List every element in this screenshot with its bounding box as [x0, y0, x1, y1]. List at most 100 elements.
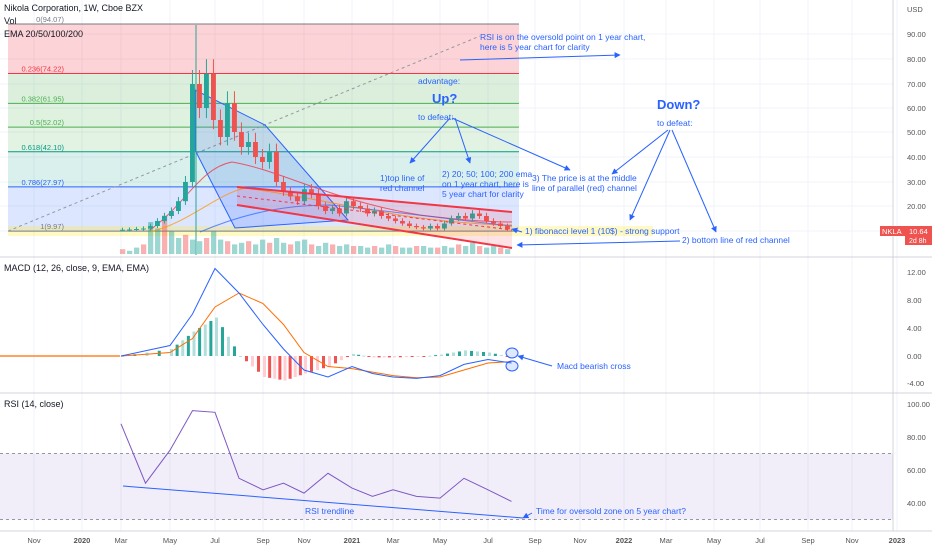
volume-bar	[505, 249, 511, 254]
rsi-tick-label: 60.00	[907, 466, 926, 475]
ema-legend[interactable]: EMA 20/50/100/200	[4, 29, 83, 39]
macd-histogram-bar	[221, 327, 224, 356]
annotation-ema-1[interactable]: 2) 20; 50; 100; 200 ema	[442, 169, 533, 179]
candle-body	[218, 120, 223, 137]
annotation-fib-support[interactable]: 1) fibonacci level 1 (10$) - strong supp…	[525, 226, 680, 236]
rsi-band	[0, 453, 893, 520]
annotation-mid-1[interactable]: 3) The price is at the middle	[532, 173, 637, 183]
macd-histogram-bar	[488, 352, 491, 356]
annotation-rsi-note-1[interactable]: RSI is on the oversold point on 1 year c…	[480, 32, 645, 42]
annotation-top-line-1[interactable]: 1)top line of	[380, 173, 425, 183]
time-tick-label: May	[707, 536, 721, 545]
volume-bar	[449, 247, 455, 254]
time-tick-label: May	[163, 536, 177, 545]
volume-bar	[253, 244, 259, 254]
macd-histogram-bar	[316, 356, 319, 370]
volume-bar	[358, 246, 364, 254]
macd-histogram-bar	[428, 355, 432, 357]
volume-bar	[400, 247, 406, 254]
annotation-rsi-trendline[interactable]: RSI trendline	[305, 506, 354, 516]
candle-body	[484, 216, 489, 221]
annotation-arrow	[522, 512, 533, 519]
annotation-arrow	[511, 227, 523, 234]
macd-signal-line	[120, 292, 512, 379]
macd-histogram-bar	[446, 353, 449, 356]
macd-histogram-bar	[268, 356, 272, 378]
macd-histogram-bar	[304, 356, 307, 374]
macd-histogram-bar	[322, 356, 325, 369]
annotation-ema-2[interactable]: on 1 year chart, here is	[442, 179, 529, 189]
annotation-arrows[interactable]	[409, 52, 717, 519]
volume-bar	[428, 247, 434, 254]
candle-body	[141, 228, 146, 230]
macd-tick-label: 12.00	[907, 268, 926, 277]
time-axis[interactable]: Nov 2020 Mar May Jul Sep Nov 2021 Mar May Jul Sep No…	[27, 536, 905, 545]
macd-cross-marker	[505, 360, 519, 372]
time-tick-label: 2021	[344, 536, 361, 545]
candle-body	[225, 103, 230, 137]
currency-label[interactable]: USD	[907, 5, 923, 14]
rsi-legend[interactable]: RSI (14, close)	[4, 399, 64, 409]
annotation-mid-2[interactable]: line of parallel (red) channel	[532, 183, 637, 193]
candle-body	[176, 201, 181, 211]
ema-50-line	[149, 187, 513, 233]
price-candles[interactable]	[120, 25, 510, 255]
volume-bar	[372, 246, 378, 254]
fib-level-label: 0.382(61.95)	[21, 94, 64, 103]
rsi-tick-label: 40.00	[907, 499, 926, 508]
annotation-ema-3[interactable]: 5 year chart for clarity	[442, 189, 524, 199]
candle-body	[246, 142, 251, 147]
red-channel-band	[237, 187, 512, 248]
annotation-bottom-line[interactable]: 2) bottom line of red channel	[682, 235, 790, 245]
annotation-rsi-note-2[interactable]: here is 5 year chart for clarity	[480, 42, 590, 52]
macd-histogram-bar	[340, 356, 343, 361]
candle-body	[127, 229, 132, 231]
annotation-arrow	[451, 117, 571, 171]
annotation-advantage[interactable]: advantage:	[418, 76, 460, 86]
volume-bar	[295, 241, 301, 254]
macd-histogram-bar	[170, 349, 173, 356]
annotation-oversold[interactable]: Time for oversold zone on 5 year chart?	[536, 506, 686, 516]
macd-histogram-bar	[175, 344, 179, 356]
macd-histogram-bar	[186, 335, 190, 356]
fibonacci-retracement[interactable]: 0(94.07) 0.236(74.22) 0.382(61.95) 0.5(52.0…	[7, 15, 653, 237]
macd-tick-label: 8.00	[907, 296, 922, 305]
annotation-arrow	[516, 240, 681, 248]
candle-body	[449, 218, 454, 224]
annotation-up[interactable]: Up?	[432, 91, 457, 106]
price-tick-label: 20.00	[907, 202, 926, 211]
annotation-top-line-2[interactable]: red channel	[380, 183, 425, 193]
candle-body	[134, 229, 139, 230]
volume-bar	[155, 228, 161, 254]
candle-body	[148, 226, 153, 229]
macd-histogram-bar	[458, 351, 461, 356]
time-tick-label: Mar	[115, 536, 128, 545]
time-tick-label: Jul	[210, 536, 220, 545]
volume-bar	[498, 247, 504, 254]
macd-tick-label: 4.00	[907, 324, 922, 333]
macd-legend[interactable]: MACD (12, 26, close, 9, EMA, EMA)	[4, 263, 149, 273]
macd-axis[interactable]: 12.00 8.00 4.00 0.00 -4.00	[907, 268, 926, 388]
rsi-axis[interactable]: 100.00 80.00 60.00 40.00	[907, 400, 930, 508]
macd-histogram-bar	[328, 356, 331, 367]
symbol-title[interactable]: Nikola Corporation, 1W, Cboe BZX	[4, 3, 143, 13]
volume-bar	[169, 231, 175, 254]
annotations[interactable]: RSI is on the oversold point on 1 year c…	[305, 32, 790, 516]
red-parallel-channel[interactable]	[236, 186, 513, 249]
volume-bar	[393, 246, 399, 254]
macd-histogram-bar	[482, 351, 485, 356]
volume-legend[interactable]: Vol	[4, 16, 17, 26]
time-tick-label: Nov	[27, 536, 41, 545]
annotation-macd-cross[interactable]: Macd bearish cross	[557, 361, 631, 371]
ema-100-line	[199, 204, 513, 233]
volume-bar	[491, 246, 497, 254]
candle-body	[162, 216, 167, 221]
rsi-pane[interactable]	[0, 410, 893, 520]
macd-histogram-bar	[203, 324, 207, 356]
annotation-down[interactable]: Down?	[657, 97, 700, 112]
annotation-to-defeat-down[interactable]: to defeat:	[657, 118, 692, 128]
macd-pane[interactable]	[0, 267, 519, 381]
price-axis[interactable]: 90.00 80.00 70.00 60.00 50.00 40.00 30.00 20.00…	[907, 30, 926, 236]
annotation-to-defeat-up[interactable]: to defeat:	[418, 112, 453, 122]
